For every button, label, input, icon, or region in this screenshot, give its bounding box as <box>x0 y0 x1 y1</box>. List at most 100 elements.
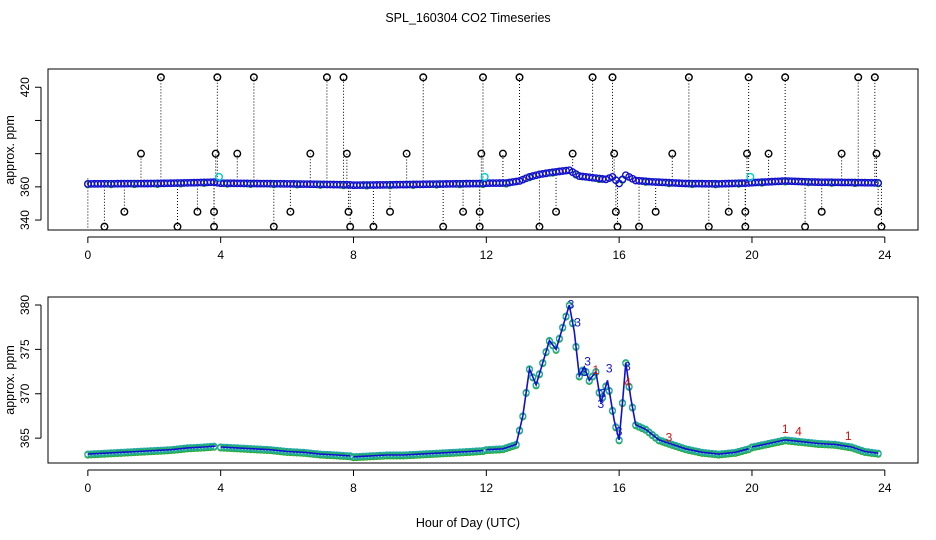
outlier-point <box>498 149 507 158</box>
point-annotation: 3 <box>666 431 673 445</box>
outlier-point <box>475 222 484 231</box>
outlier-point <box>608 73 617 82</box>
outlier-point <box>817 207 826 216</box>
point-annotation: 3 <box>598 397 605 411</box>
series-point <box>559 323 567 331</box>
outlier-point <box>744 73 753 82</box>
outlier-point <box>854 73 863 82</box>
outlier-point <box>100 222 109 231</box>
top-x-axis: 0 4 8 12 16 20 24 <box>85 236 892 262</box>
x-tick-label: 24 <box>878 481 892 495</box>
top-baseline-series <box>83 166 883 190</box>
top-outlier-points <box>100 73 886 231</box>
point-annotation: 3 <box>624 360 631 374</box>
outlier-point <box>552 207 561 216</box>
series-line <box>751 439 879 454</box>
y-tick-label: 340 <box>18 210 32 230</box>
outlier-point <box>635 222 644 231</box>
series-point <box>549 341 557 349</box>
series-point <box>552 345 560 353</box>
outlier-point <box>742 149 751 158</box>
outlier-point <box>613 222 622 231</box>
cyan-point <box>215 172 224 181</box>
y-tick-label: 360 <box>18 177 32 197</box>
x-tick-label: 16 <box>612 248 626 262</box>
outlier-point <box>136 149 145 158</box>
point-annotation: 3 <box>616 424 623 438</box>
point-annotation: 3 <box>584 354 591 368</box>
series-line <box>220 446 351 457</box>
outlier-point <box>211 149 220 158</box>
outlier-point <box>610 149 619 158</box>
outlier-point <box>213 73 222 82</box>
series-line <box>87 445 216 455</box>
outlier-point <box>870 73 879 82</box>
outlier-point <box>369 222 378 231</box>
top-y-axis: 340 360 420 <box>18 77 42 230</box>
x-tick-label: 8 <box>350 481 357 495</box>
outlier-point <box>611 207 620 216</box>
x-tick-label: 12 <box>480 481 494 495</box>
series-point <box>529 373 537 381</box>
outlier-point <box>872 149 881 158</box>
series-point <box>539 359 547 367</box>
top-outlier-stems <box>87 77 882 230</box>
outlier-point <box>210 207 219 216</box>
outlier-point <box>173 222 182 231</box>
series-point <box>532 381 540 389</box>
series-point <box>509 441 517 450</box>
figure-title: SPL_160304 CO2 Timeseries <box>385 11 550 25</box>
cyan-point <box>746 172 755 181</box>
outlier-point <box>233 149 242 158</box>
point-annotation: 1 <box>845 429 852 443</box>
outlier-point <box>588 73 597 82</box>
outlier-point <box>346 222 355 231</box>
point-annotation: 1 <box>782 422 789 436</box>
y-tick-label: 370 <box>18 383 32 403</box>
outlier-point <box>344 207 353 216</box>
outlier-point <box>781 73 790 82</box>
point-annotation: 3 <box>568 298 575 312</box>
bottom-y-axis: 365 370 375 380 <box>18 295 42 448</box>
baseline-point <box>512 177 521 186</box>
cyan-point <box>480 172 489 181</box>
point-annotation: 3 <box>606 361 613 375</box>
series-point <box>582 367 590 376</box>
outlier-point <box>439 222 448 231</box>
series-line <box>486 304 749 455</box>
outlier-point <box>515 73 524 82</box>
outlier-point <box>419 73 428 82</box>
outlier-point <box>874 207 883 216</box>
x-tick-label: 8 <box>350 248 357 262</box>
top-y-axis-title: approx. ppm <box>3 115 17 184</box>
point-annotation: 3 <box>581 365 588 379</box>
outlier-point <box>724 207 733 216</box>
outlier-point <box>269 222 278 231</box>
top-panel: 0 4 8 12 16 20 24 340 360 420 approx. ppm <box>3 68 919 262</box>
outlier-point <box>342 149 351 158</box>
outlier-point <box>877 222 886 231</box>
outlier-point <box>704 222 713 231</box>
series-point <box>542 347 550 356</box>
series-point <box>545 336 554 345</box>
point-annotation: 3 <box>574 315 581 329</box>
outlier-point <box>684 73 693 82</box>
outlier-point <box>210 222 219 231</box>
x-tick-label: 4 <box>217 248 224 262</box>
outlier-point <box>286 207 295 216</box>
outlier-point <box>801 222 810 231</box>
x-tick-label: 20 <box>745 481 759 495</box>
x-tick-label: 0 <box>85 248 92 262</box>
series-point <box>562 312 570 320</box>
x-tick-label: 4 <box>217 481 224 495</box>
series-point <box>502 444 510 452</box>
bottom-y-axis-title: approx. ppm <box>3 345 17 414</box>
outlier-point <box>386 207 395 216</box>
outlier-point <box>193 207 202 216</box>
x-tick-label: 20 <box>745 248 759 262</box>
outlier-point <box>668 149 677 158</box>
outlier-point <box>837 149 846 158</box>
